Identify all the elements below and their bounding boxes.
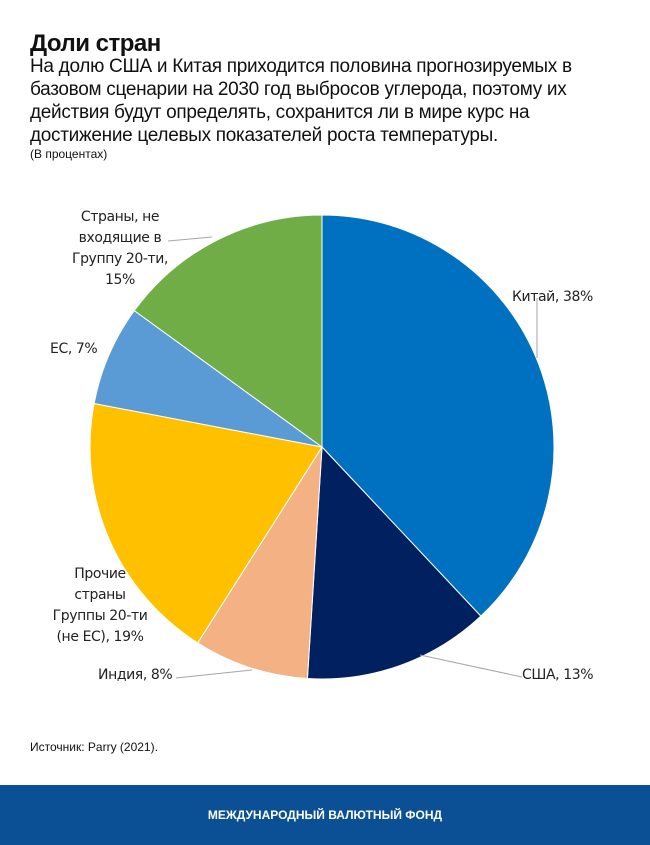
pie-svg: [89, 214, 555, 680]
pie-slice: [196, 446, 323, 680]
pie-chart: Китай, 38% США, 13% Индия, 8% Прочие стр…: [0, 190, 650, 710]
org-name: МЕЖДУНАРОДНЫЙ ВАЛЮТНЫЙ ФОНД: [207, 808, 443, 822]
label-non-g20: Страны, не входящие в Группу 20-ти, 15%: [71, 209, 169, 288]
leader-line: [167, 236, 213, 242]
leader-line: [419, 654, 523, 678]
label-usa: США, 13%: [522, 667, 594, 683]
unit-note: (В процентах): [30, 147, 108, 161]
pie-slice: [321, 214, 555, 617]
pie-slice: [93, 309, 323, 448]
pie-slice: [306, 445, 482, 680]
label-eu: ЕС, 7%: [50, 341, 98, 357]
label-china: Китай, 38%: [512, 289, 593, 305]
pie-slice: [133, 214, 323, 448]
leader-line: [175, 669, 253, 679]
chart-subtitle: На долю США и Китая приходится половина …: [30, 56, 572, 146]
footer-bar: МЕЖДУНАРОДНЫЙ ВАЛЮТНЫЙ ФОНД: [0, 785, 650, 845]
label-other-g20: Прочие страны Группы 20-ти (не ЕС), 19%: [52, 566, 148, 645]
pie-slice: [89, 402, 323, 644]
label-india: Индия, 8%: [98, 667, 173, 683]
source-note: Источник: Parry (2021).: [30, 740, 158, 754]
chart-title: Доли стран: [30, 30, 161, 57]
